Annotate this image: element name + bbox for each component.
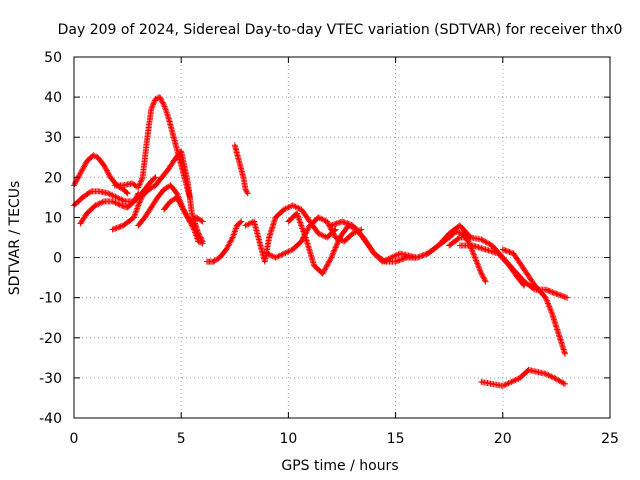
x-tick-label: 5 [177,431,186,447]
series-markers [242,202,339,265]
x-axis-label: GPS time / hours [281,458,398,474]
x-tick-label: 25 [601,431,619,447]
tick-labels: 0 5 10 15 20 25 -40 -30 -20 -10 0 10 20 30 40 50 [39,50,619,447]
series-markers [478,366,568,389]
y-axis-label: SDTVAR / TECUs [7,181,23,296]
series-arc-11 [264,214,365,261]
x-tick-label: 10 [279,431,297,447]
series-arc-9 [231,142,251,197]
series-markers [203,218,245,265]
series-arc-8 [203,218,245,265]
y-tick-label: 40 [44,90,62,106]
series-markers [264,214,365,261]
x-tick-label: 15 [387,431,405,447]
series-arc-14 [424,228,489,285]
series-arc-18 [478,366,568,389]
x-tick-label: 20 [494,431,512,447]
series-arc-4 [111,94,193,201]
plot-border [73,56,611,419]
series-arc-12 [285,210,420,277]
series-arc-5 [109,148,206,245]
y-tick-label: 50 [44,50,62,66]
series-markers [285,210,420,277]
chart-title: Day 209 of 2024, Sidereal Day-to-day VTE… [58,22,623,38]
y-tick-label: -30 [39,371,62,387]
y-tick-label: 0 [53,251,62,267]
series-markers [111,94,193,201]
series-markers [456,242,528,289]
series-markers [499,246,568,357]
y-tick-label: 10 [44,210,62,226]
series-markers [109,148,206,245]
series-arc-17 [499,246,568,357]
y-tick-label: 30 [44,130,62,146]
y-tick-label: -20 [39,331,62,347]
y-tick-label: -10 [39,291,62,307]
x-tick-label: 0 [70,431,79,447]
plot-frame [73,56,611,419]
series-markers [77,190,142,227]
series-markers [231,142,251,197]
series-markers [161,194,206,247]
y-tick-label: -40 [39,411,62,427]
series-markers [424,228,489,285]
series-arc-7 [161,194,206,247]
y-tick-label: 20 [44,170,62,186]
grid-lines [74,57,610,418]
series-arc-16 [456,242,528,289]
series-arc-10 [242,202,339,265]
data-series [71,94,571,389]
series-arc-3 [77,190,142,227]
